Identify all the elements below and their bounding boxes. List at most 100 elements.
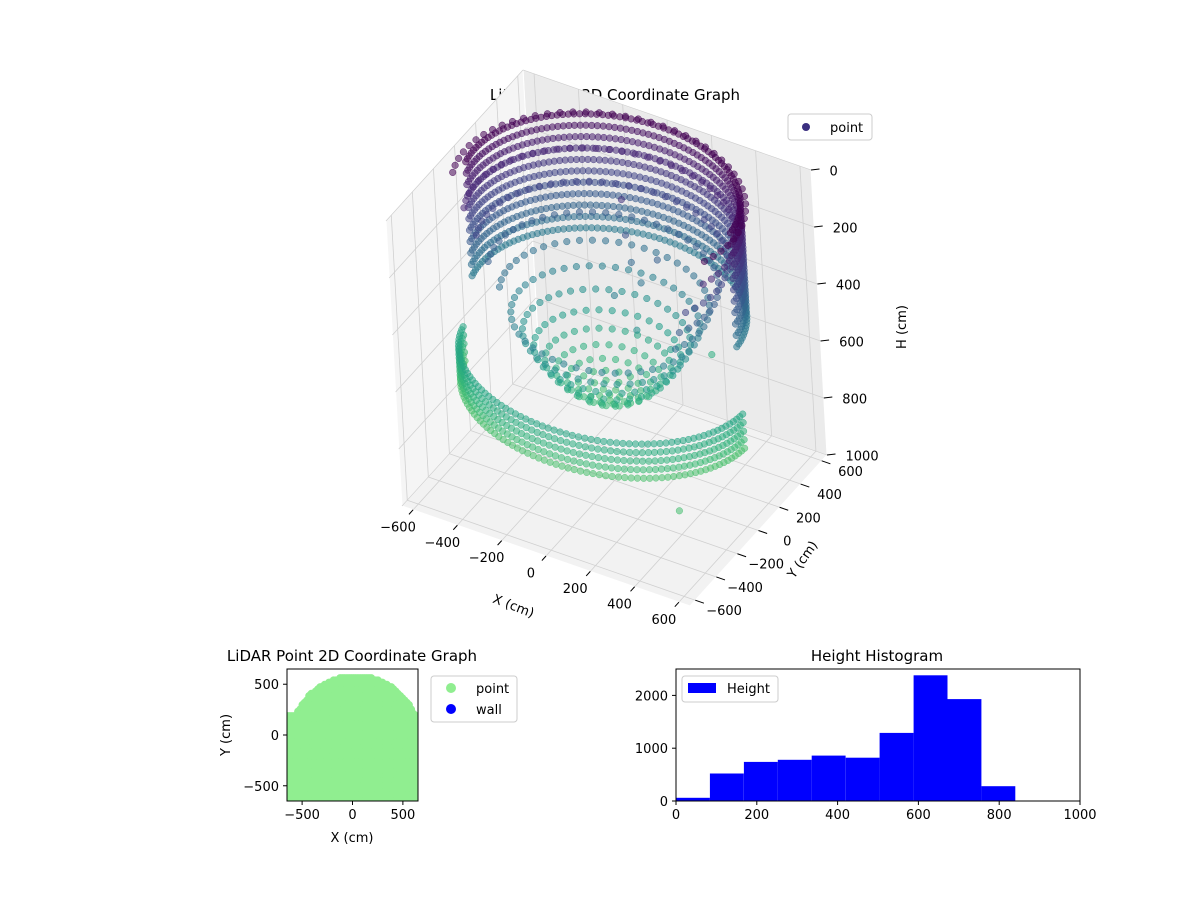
point-marker (613, 396, 621, 404)
point-marker (545, 441, 553, 449)
point-marker (619, 448, 627, 456)
chart-2d-xlabel: X (cm) (331, 831, 374, 846)
point-marker (631, 183, 639, 191)
z-tick-label: 800 (842, 393, 867, 408)
x-tick-label: 0 (348, 808, 356, 823)
point-marker (592, 285, 600, 293)
point-marker (562, 371, 570, 379)
point-marker (626, 395, 634, 403)
point-marker (620, 465, 628, 473)
point-marker (545, 294, 553, 302)
point-marker (575, 236, 584, 244)
point-marker (576, 467, 585, 475)
point-marker (472, 231, 480, 239)
point-marker (642, 371, 651, 379)
point-marker (541, 321, 549, 329)
point-marker (508, 301, 516, 309)
histogram-bar (913, 675, 948, 801)
point-marker (585, 177, 593, 185)
z-tick (814, 225, 823, 228)
x-tick-label: −500 (284, 808, 320, 823)
point-marker (708, 351, 716, 359)
chart-2d-ylabel: Y (cm) (219, 714, 234, 757)
point-marker (660, 362, 668, 370)
point-marker (462, 197, 470, 205)
point-marker (598, 178, 606, 186)
point-marker (524, 185, 532, 193)
point-marker (550, 211, 558, 219)
point-marker (709, 252, 717, 261)
point-marker (714, 269, 723, 277)
point-marker (624, 266, 633, 274)
chart-2d-points (287, 674, 418, 801)
point-marker (637, 269, 645, 277)
point-marker (740, 215, 748, 223)
point-marker (625, 440, 633, 448)
point-marker (548, 355, 556, 363)
point-marker (589, 470, 597, 478)
point-marker (667, 162, 675, 170)
y-tick (716, 576, 726, 581)
point-marker (540, 243, 548, 251)
point-marker (690, 272, 698, 280)
point-marker (465, 142, 473, 150)
point-marker (551, 443, 559, 451)
histogram-bar (947, 699, 982, 801)
point-marker (713, 230, 721, 238)
point-marker (588, 444, 596, 452)
y-tick-label: 2000 (635, 689, 668, 704)
point-marker (645, 317, 653, 325)
point-marker (624, 359, 632, 367)
point-marker (710, 264, 718, 272)
point-marker (627, 474, 635, 482)
point-marker (560, 351, 568, 359)
point-marker (661, 349, 669, 357)
x-tick (585, 571, 591, 577)
point-marker (631, 388, 639, 396)
point-marker (585, 262, 593, 270)
point-marker (575, 441, 583, 449)
point-marker (699, 299, 707, 307)
point-marker (601, 455, 609, 463)
point-marker (518, 152, 526, 160)
point-marker (545, 342, 553, 350)
point-marker (663, 456, 671, 464)
y-tick-label: −600 (706, 604, 742, 619)
point-marker (638, 440, 646, 448)
point-marker (718, 237, 726, 245)
x-tick-label: −600 (380, 521, 416, 536)
point-marker (466, 238, 474, 246)
point-marker (515, 330, 523, 338)
point-marker (628, 213, 636, 221)
point-marker (707, 275, 715, 283)
grid-y-floor (512, 383, 801, 485)
point-marker (652, 474, 660, 482)
y-tick-label: −500 (243, 780, 279, 795)
point-marker (682, 308, 690, 317)
point-marker (581, 443, 589, 451)
point-marker (582, 306, 590, 314)
point-marker (657, 465, 666, 473)
point-marker (535, 327, 543, 335)
point-marker (469, 183, 477, 191)
point-marker (624, 369, 632, 377)
chart-3d-legend-marker (802, 123, 810, 131)
point-marker (684, 236, 692, 244)
point-marker (413, 712, 418, 721)
point-marker (538, 350, 546, 358)
point-marker (569, 346, 577, 354)
point-marker (594, 445, 602, 453)
point-marker (655, 322, 663, 331)
point-marker (510, 323, 519, 331)
point-marker (610, 112, 618, 120)
chart-histogram-legend: Height (681, 675, 779, 703)
point-marker (637, 279, 645, 287)
point-marker (685, 347, 693, 355)
point-marker (664, 329, 672, 337)
point-marker (668, 438, 676, 446)
point-marker (632, 457, 641, 465)
point-marker (612, 146, 620, 154)
point-marker (631, 150, 639, 158)
chart-2d-title: LiDAR Point 2D Coordinate Graph (227, 647, 477, 665)
point-marker (652, 220, 660, 228)
